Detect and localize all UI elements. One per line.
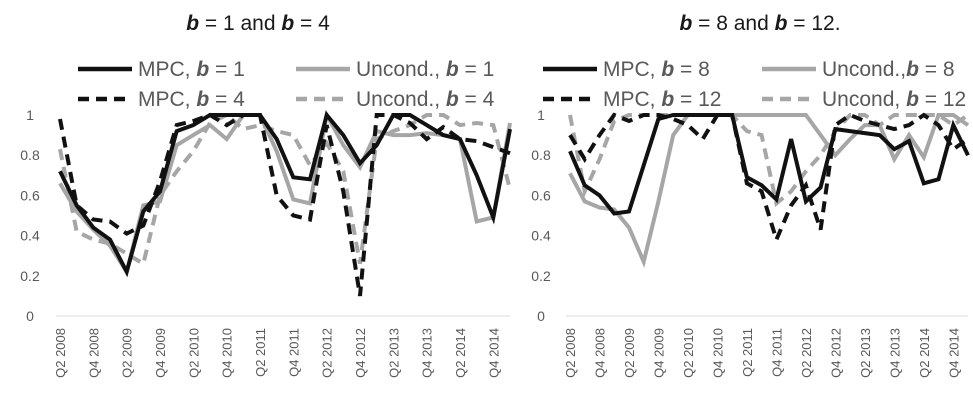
x-tick-label: Q4 2012	[353, 328, 368, 378]
x-tick-label: Q4 2008	[592, 328, 607, 378]
x-tick-label: Q2 2014	[453, 328, 468, 378]
legend-item: MPC, b = 8	[543, 58, 710, 81]
legend-label: MPC, b = 12	[603, 88, 721, 111]
x-tick-label: Q2 2013	[386, 328, 401, 378]
x-tick-label: Q4 2010	[220, 328, 235, 378]
x-tick-label: Q2 2013	[858, 328, 873, 378]
chart-title: b = 1 and b = 4	[186, 12, 330, 35]
y-tick-label: 0	[537, 308, 545, 324]
legend-item: MPC, b = 12	[543, 88, 721, 111]
y-tick-label: 0.8	[531, 147, 551, 163]
x-tick-label: Q2 2011	[253, 328, 268, 377]
x-tick-label: Q2 2009	[120, 328, 135, 378]
y-tick-label: 0.6	[531, 187, 551, 203]
x-tick-label: Q4 2008	[86, 328, 101, 378]
x-tick-label: Q2 2012	[799, 328, 814, 378]
x-tick-label: Q4 2014	[946, 328, 961, 378]
series-line	[568, 113, 970, 216]
x-tick-label: Q4 2009	[651, 328, 666, 378]
chart-panel-1: b = 1 and b = 4 MPC, b = 1 Uncond., b = 1 M…	[20, 12, 512, 378]
legend-label: Uncond, b = 12	[822, 88, 966, 111]
legend-label: Uncond.,b = 8	[822, 58, 955, 81]
series-line	[58, 110, 512, 278]
x-tick-label: Q4 2009	[153, 328, 168, 378]
x-tick-label: Q4 2012	[828, 328, 843, 378]
legend-label: MPC, b = 1	[138, 58, 245, 81]
legend-label: MPC, b = 8	[603, 58, 710, 81]
x-tick-label: Q2 2012	[320, 328, 335, 378]
x-tick-label: Q4 2011	[769, 328, 784, 377]
legend-item: Uncond.,b = 8	[762, 58, 955, 81]
legend-item: MPC, b = 1	[78, 58, 245, 81]
legend-item: Uncond, b = 12	[762, 88, 966, 111]
x-tick-label: Q4 2011	[286, 328, 301, 377]
y-tick-label: 0.4	[20, 228, 40, 244]
x-tick-label: Q4 2013	[420, 328, 435, 378]
y-tick-label: 0.2	[20, 268, 40, 284]
legend-item: MPC, b = 4	[78, 88, 245, 111]
x-tick-label: Q4 2014	[486, 328, 501, 378]
series-line	[58, 112, 511, 297]
x-tick-label: Q2 2008	[53, 328, 68, 378]
y-tick-label: 0.6	[20, 187, 40, 203]
x-tick-label: Q4 2010	[710, 328, 725, 378]
x-tick-label: Q2 2009	[622, 328, 637, 378]
x-tick-label: Q2 2010	[681, 328, 696, 378]
chart-panel-2: b = 8 and b = 12. MPC, b = 8 Uncond.,b = 8…	[531, 12, 970, 378]
y-tick-label: 0	[26, 308, 34, 324]
x-tick-label: Q2 2008	[563, 328, 578, 378]
legend-item: Uncond., b = 1	[296, 58, 494, 81]
y-tick-label: 1	[537, 107, 545, 123]
x-tick-label: Q4 2013	[887, 328, 902, 378]
legend-label: Uncond., b = 4	[356, 88, 495, 111]
y-tick-label: 1	[26, 107, 34, 123]
chart-title: b = 8 and b = 12.	[679, 12, 840, 35]
legend-label: Uncond., b = 1	[356, 58, 494, 81]
legend-item: Uncond., b = 4	[296, 88, 495, 111]
x-tick-label: Q2 2011	[740, 328, 755, 377]
legend-label: MPC, b = 4	[138, 88, 245, 111]
series-line	[568, 113, 970, 268]
series-line	[568, 113, 970, 208]
x-tick-label: Q2 2010	[186, 328, 201, 378]
y-tick-label: 0.4	[531, 228, 551, 244]
series-line	[58, 112, 512, 267]
y-tick-label: 0.8	[20, 147, 40, 163]
series-line	[568, 112, 970, 246]
x-tick-label: Q2 2014	[917, 328, 932, 378]
y-tick-label: 0.2	[531, 268, 551, 284]
series-line	[58, 109, 512, 277]
